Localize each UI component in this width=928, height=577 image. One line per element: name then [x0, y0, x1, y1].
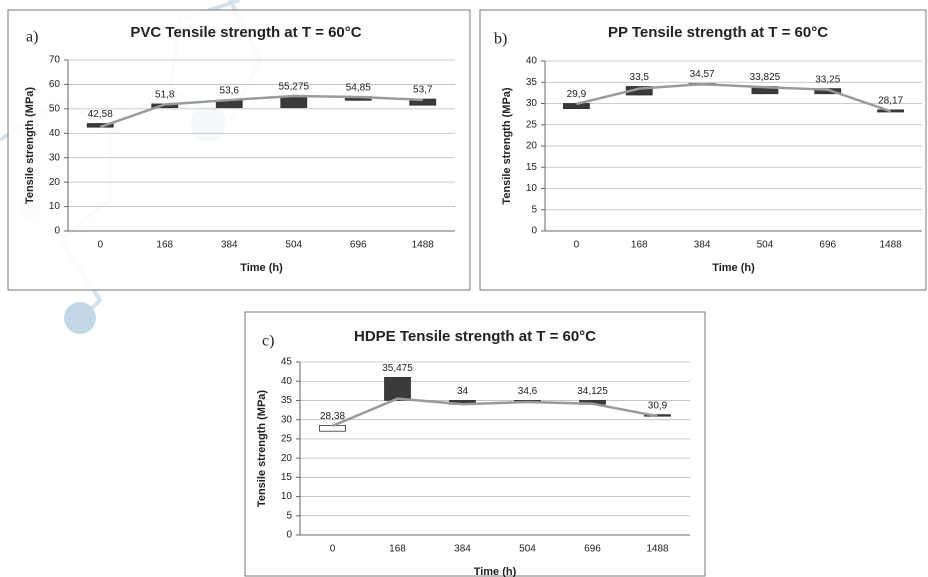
panel-frame [244, 311, 706, 577]
y-tick-label: 35 [281, 395, 293, 406]
data-label: 34,6 [518, 386, 538, 397]
y-tick-label: 15 [281, 472, 293, 483]
x-tick-label: 384 [694, 240, 711, 251]
y-tick-label: 10 [49, 201, 61, 212]
y-tick-label: 25 [281, 434, 293, 445]
chart-title: PVC Tensile strength at T = 60°C [130, 24, 361, 41]
box [280, 96, 308, 109]
y-tick-label: 50 [49, 103, 61, 114]
x-tick-label: 168 [631, 240, 648, 251]
data-label: 51,8 [155, 90, 175, 101]
data-label: 33,25 [815, 74, 840, 85]
y-tick-label: 30 [526, 98, 538, 109]
y-tick-label: 40 [281, 376, 293, 387]
x-tick-label: 696 [350, 240, 367, 251]
data-label: 55,275 [278, 82, 309, 93]
x-tick-label: 504 [519, 544, 536, 555]
chart-title: PP Tensile strength at T = 60°C [608, 24, 828, 41]
data-label: 28,38 [320, 411, 345, 422]
y-axis-label: Tensile strength (MPa) [24, 87, 36, 204]
series-line [332, 397, 658, 428]
y-tick-label: 0 [286, 530, 292, 541]
panel-letter: a) [26, 29, 38, 46]
y-tick-label: 40 [49, 128, 61, 139]
box [384, 376, 411, 401]
data-label: 33,825 [750, 72, 781, 83]
y-tick-label: 25 [526, 119, 538, 130]
data-label: 30,9 [648, 400, 668, 411]
x-tick-label: 168 [156, 240, 173, 251]
box [563, 103, 590, 109]
y-tick-label: 45 [281, 357, 293, 368]
x-axis-label: Time (h) [474, 566, 517, 577]
data-label: 34,57 [690, 69, 715, 80]
y-tick-label: 0 [531, 226, 537, 237]
x-tick-label: 504 [285, 240, 302, 251]
data-label: 53,6 [220, 86, 240, 97]
y-tick-label: 30 [49, 152, 61, 163]
x-tick-label: 384 [221, 240, 238, 251]
x-tick-label: 168 [389, 544, 406, 555]
panel-frame [7, 9, 471, 291]
y-tick-label: 0 [54, 226, 60, 237]
box [86, 123, 114, 128]
y-tick-label: 20 [281, 453, 293, 464]
data-label: 54,85 [346, 82, 371, 93]
y-tick-label: 10 [526, 183, 538, 194]
chart-title: HDPE Tensile strength at T = 60°C [354, 328, 596, 345]
y-axis-label: Tensile strength (MPa) [256, 390, 268, 507]
panel-letter: c) [262, 333, 274, 350]
x-tick-label: 504 [757, 240, 774, 251]
data-label: 28,17 [878, 96, 903, 107]
x-tick-label: 0 [97, 240, 103, 251]
x-tick-label: 1488 [879, 240, 902, 251]
x-axis-label: Time (h) [712, 262, 755, 274]
y-tick-label: 5 [531, 204, 537, 215]
data-label: 34,125 [577, 386, 608, 397]
y-tick-label: 5 [286, 510, 292, 521]
x-tick-label: 384 [454, 544, 471, 555]
panel-letter: b) [494, 31, 507, 48]
y-tick-label: 70 [49, 55, 61, 66]
series-line [576, 82, 891, 113]
panel-frame [479, 9, 927, 291]
y-tick-label: 60 [49, 79, 61, 90]
y-tick-label: 20 [526, 141, 538, 152]
series-line [99, 94, 423, 129]
y-tick-label: 10 [281, 491, 293, 502]
y-tick-label: 30 [281, 414, 293, 425]
box [319, 425, 346, 432]
y-tick-label: 20 [49, 177, 61, 188]
data-label: 53,7 [413, 85, 433, 96]
data-label: 29,9 [567, 89, 587, 100]
x-tick-label: 696 [584, 544, 601, 555]
y-axis-label: Tensile strength (MPa) [501, 87, 513, 204]
data-label: 34 [457, 386, 469, 397]
x-tick-label: 0 [574, 240, 580, 251]
data-label: 35,475 [382, 363, 413, 374]
x-tick-label: 0 [330, 544, 336, 555]
data-label: 42,58 [88, 109, 113, 120]
y-tick-label: 15 [526, 162, 538, 173]
x-axis-label: Time (h) [240, 262, 283, 274]
x-tick-label: 1488 [412, 240, 435, 251]
x-tick-label: 696 [819, 240, 836, 251]
y-tick-label: 40 [526, 56, 538, 67]
y-tick-label: 35 [526, 77, 538, 88]
data-label: 33,5 [630, 72, 650, 83]
x-tick-label: 1488 [646, 544, 669, 555]
